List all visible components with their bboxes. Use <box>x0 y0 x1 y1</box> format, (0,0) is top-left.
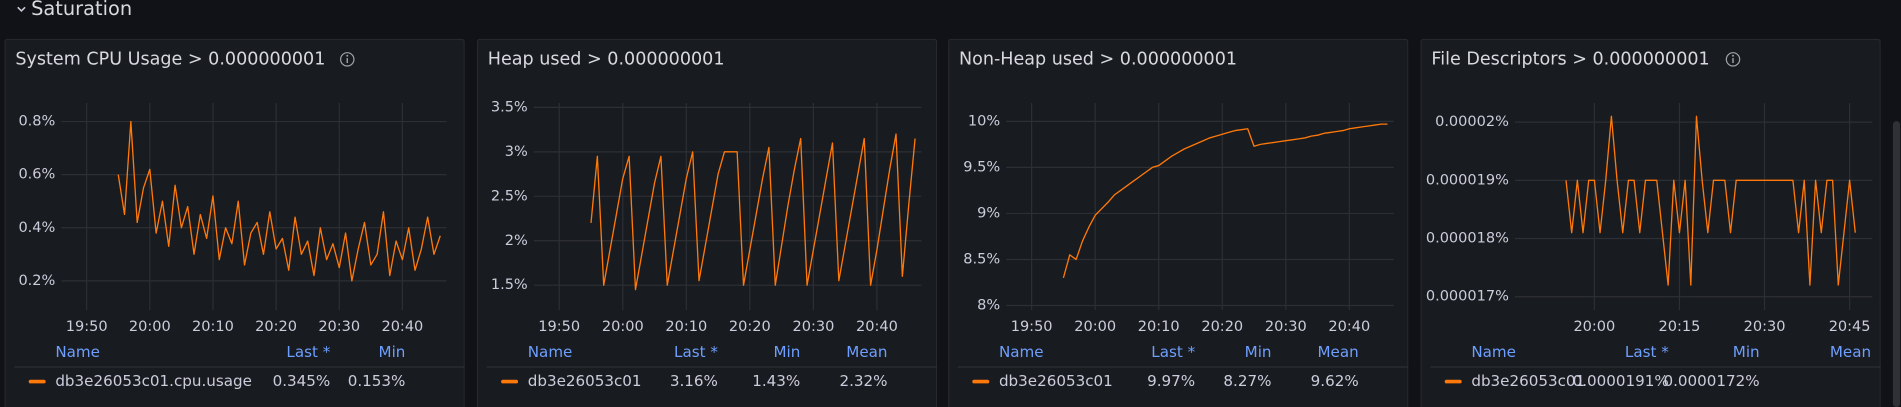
y-tick-label: 3.5% <box>491 99 528 115</box>
scrollbar[interactable] <box>1892 121 1901 407</box>
legend-header[interactable]: Name <box>528 343 573 361</box>
legend-name[interactable]: db3e26053c01 <box>1471 372 1585 390</box>
info-icon[interactable] <box>1725 52 1741 67</box>
y-tick-label: 10% <box>968 113 1000 129</box>
panel-title[interactable]: Non-Heap used > 0.000000001 <box>959 49 1237 69</box>
legend-header[interactable]: Name <box>1471 343 1516 361</box>
info-icon[interactable] <box>339 52 355 67</box>
y-tick-label: 0.00002% <box>1435 114 1509 130</box>
legend-value: 0.345% <box>273 372 331 390</box>
y-tick-label: 8% <box>977 297 1000 313</box>
legend-header[interactable]: Mean <box>846 343 887 361</box>
series-line <box>117 120 441 282</box>
panel: File Descriptors > 0.000000001 0.000017% 0… <box>1420 38 1881 407</box>
x-tick-label: 20:15 <box>1659 319 1701 335</box>
info-icon-dot <box>1732 54 1734 57</box>
panel: Non-Heap used > 0.000000001 8% 8.5% 9% 9.5% 1… <box>948 38 1409 407</box>
x-tick-label: 20:10 <box>1138 319 1180 335</box>
legend-value: 0.0000172% <box>1663 372 1759 390</box>
legend-header[interactable]: Name <box>55 343 100 361</box>
x-tick-label: 20:40 <box>381 319 423 335</box>
x-tick-label: 19:50 <box>66 319 108 335</box>
y-tick-label: 0.4% <box>18 220 55 236</box>
series-line <box>1565 115 1856 286</box>
legend-value: 0.153% <box>348 372 406 390</box>
legend-value: 0.0000191% <box>1573 372 1669 390</box>
series-line <box>1062 123 1388 279</box>
y-tick-label: 8.5% <box>963 251 1000 267</box>
legend-value: 8.27% <box>1223 372 1271 390</box>
legend-header[interactable]: Mean <box>1830 343 1871 361</box>
legend-header[interactable]: Min <box>773 343 800 361</box>
x-tick-label: 20:45 <box>1829 319 1871 335</box>
series-line <box>590 133 916 291</box>
legend-value: 1.43% <box>752 372 800 390</box>
y-tick-label: 3% <box>505 144 528 160</box>
legend-header[interactable]: Last * <box>286 343 330 361</box>
y-tick-label: 0.8% <box>18 114 55 130</box>
legend-swatch <box>1444 379 1462 384</box>
x-tick-label: 19:50 <box>538 319 580 335</box>
y-tick-label: 0.000019% <box>1426 172 1509 188</box>
panel-title[interactable]: System CPU Usage > 0.000000001 <box>15 49 325 69</box>
x-tick-label: 20:00 <box>129 319 171 335</box>
x-tick-label: 20:10 <box>665 319 707 335</box>
panel-title[interactable]: File Descriptors > 0.000000001 <box>1431 49 1709 69</box>
legend-value: 3.16% <box>670 372 718 390</box>
x-tick-label: 20:40 <box>1328 319 1370 335</box>
x-tick-label: 20:10 <box>192 319 234 335</box>
x-tick-label: 20:00 <box>1573 319 1615 335</box>
legend-header[interactable]: Name <box>999 343 1044 361</box>
panels: System CPU Usage > 0.000000001 0.2% 0.4% 0.… <box>4 38 1881 407</box>
legend-swatch <box>972 379 990 384</box>
y-tick-label: 2.5% <box>491 188 528 204</box>
legend-swatch <box>501 379 519 384</box>
x-tick-label: 20:30 <box>792 319 834 335</box>
x-tick-label: 20:00 <box>602 319 644 335</box>
legend-value: 9.62% <box>1311 372 1359 390</box>
section-title[interactable]: Saturation <box>31 0 132 20</box>
collapse-chevron[interactable] <box>17 6 26 13</box>
legend-name[interactable]: db3e26053c01 <box>999 372 1113 390</box>
y-tick-label: 9% <box>977 205 1000 221</box>
x-tick-label: 20:30 <box>1744 319 1786 335</box>
x-tick-label: 20:20 <box>1201 319 1243 335</box>
y-tick-label: 0.2% <box>18 273 55 289</box>
y-tick-label: 0.6% <box>18 167 55 183</box>
x-tick-label: 20:40 <box>856 319 898 335</box>
legend-header[interactable]: Last * <box>1625 343 1669 361</box>
x-tick-label: 20:20 <box>255 319 297 335</box>
legend-header[interactable]: Last * <box>674 343 718 361</box>
legend-header[interactable]: Min <box>1733 343 1760 361</box>
panel-title[interactable]: Heap used > 0.000000001 <box>488 49 725 69</box>
info-icon-dot <box>346 54 349 57</box>
legend-value: 2.32% <box>839 372 887 390</box>
y-tick-label: 9.5% <box>963 159 1000 175</box>
panel-background <box>948 38 1409 407</box>
panel: System CPU Usage > 0.000000001 0.2% 0.4% 0.… <box>4 38 465 407</box>
legend-swatch <box>28 379 46 384</box>
y-tick-label: 0.000017% <box>1426 289 1509 305</box>
panel-background <box>476 38 938 407</box>
y-tick-label: 0.000018% <box>1426 231 1509 247</box>
x-tick-label: 20:20 <box>729 319 771 335</box>
y-tick-label: 2% <box>505 233 528 249</box>
x-tick-label: 20:30 <box>318 319 360 335</box>
y-tick-label: 1.5% <box>491 277 528 293</box>
legend-header[interactable]: Min <box>1245 343 1272 361</box>
panel: Heap used > 0.000000001 1.5% 2% 2.5% 3% 3.5% 1… <box>476 38 938 407</box>
x-tick-label: 20:30 <box>1265 319 1307 335</box>
legend-name[interactable]: db3e26053c01.cpu.usage <box>55 372 252 390</box>
x-tick-label: 20:00 <box>1074 319 1116 335</box>
legend-header[interactable]: Mean <box>1317 343 1358 361</box>
legend-header[interactable]: Min <box>379 343 406 361</box>
legend-name[interactable]: db3e26053c01 <box>528 372 642 390</box>
legend-header[interactable]: Last * <box>1151 343 1195 361</box>
panel-background <box>1420 38 1881 407</box>
x-tick-label: 19:50 <box>1011 319 1053 335</box>
legend-value: 9.97% <box>1147 372 1195 390</box>
